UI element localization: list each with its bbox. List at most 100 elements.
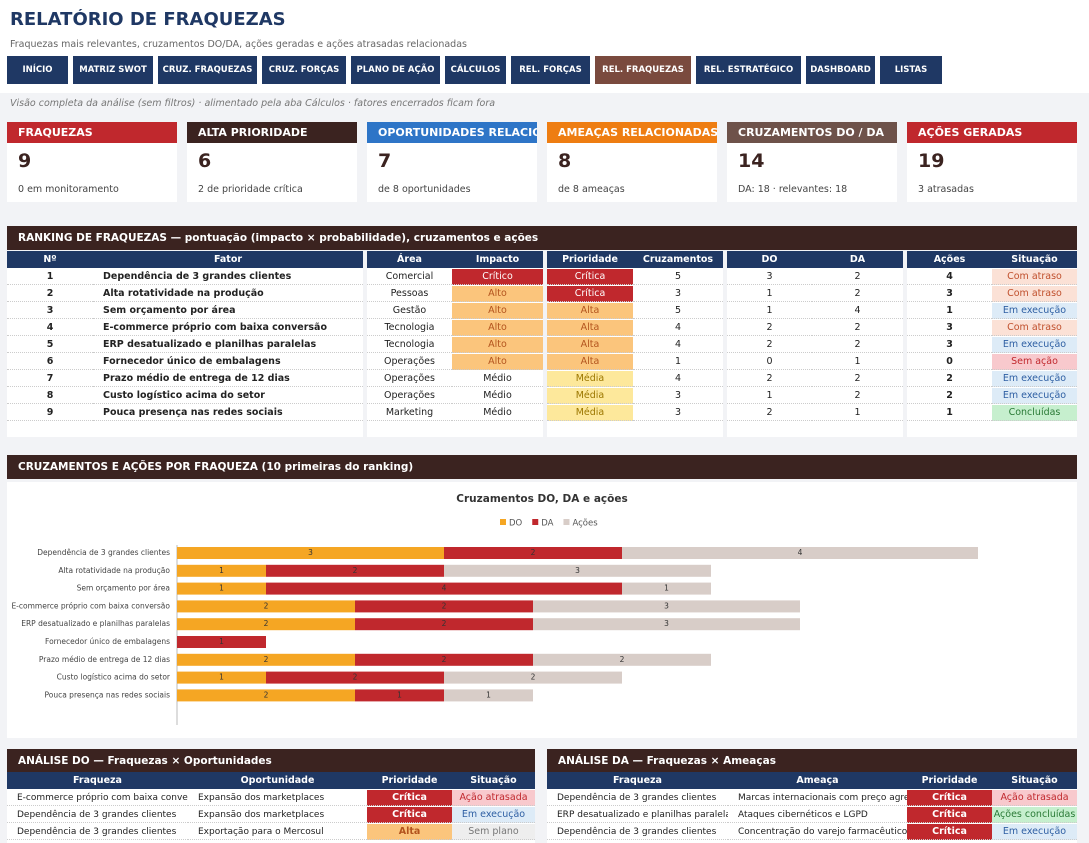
- table-cell: 5: [633, 303, 723, 319]
- bar-segment: [622, 547, 978, 559]
- column-header: Fraqueza: [547, 772, 728, 789]
- table-cell: 2: [812, 269, 903, 285]
- table-cell: 9: [7, 405, 93, 421]
- table-cell: 5: [7, 337, 93, 353]
- table-cell: Média: [547, 371, 633, 387]
- table-cell: Pouca presença nas redes sociais: [93, 405, 363, 421]
- table-cell: 0: [907, 354, 992, 370]
- chart: Cruzamentos DO, DA e ações DO DA Ações Depen…: [7, 482, 1077, 738]
- table-cell: Concluídas: [992, 405, 1077, 421]
- table-cell: Dependência de 3 grandes clientes: [547, 824, 728, 840]
- legend-label: Ações: [572, 519, 598, 529]
- table-cell: Alta: [547, 354, 633, 370]
- table-cell: 1: [907, 405, 992, 421]
- bar-segment: [177, 636, 266, 648]
- table-cell: Crítica: [907, 790, 992, 806]
- table-cell: E-commerce próprio com baixa conversão: [93, 320, 363, 336]
- column-header: Área: [367, 251, 452, 268]
- nav-button[interactable]: REL. FORÇAS: [511, 56, 590, 84]
- table-cell: Em execução: [992, 371, 1077, 387]
- value-label: 1: [219, 566, 224, 575]
- bar-segment: [177, 600, 355, 613]
- nav-button[interactable]: LISTAS: [880, 56, 942, 84]
- table-cell: Pessoas: [367, 286, 452, 302]
- nav-button[interactable]: REL. FRAQUEZAS: [595, 56, 691, 84]
- table-cell: 1: [812, 354, 903, 370]
- bar-segment: [177, 582, 266, 595]
- table-cell: 2: [907, 371, 992, 387]
- bar-segment: [177, 689, 355, 702]
- column-header: Oportunidade: [188, 772, 367, 789]
- table-cell: Alta rotatividade na produção: [93, 286, 363, 302]
- table-cell: Fornecedor único de embalagens: [93, 354, 363, 370]
- table-cell: Ação atrasada: [992, 790, 1077, 806]
- value-label: 1: [219, 584, 224, 593]
- bar-segment: [266, 671, 444, 684]
- table-cell: 0: [727, 354, 812, 370]
- nav-button[interactable]: CÁLCULOS: [445, 56, 506, 84]
- nav-button[interactable]: DASHBOARD: [806, 56, 875, 84]
- table-cell: 2: [812, 371, 903, 387]
- column-header: Prioridade: [367, 772, 452, 789]
- table-cell: ERP desatualizado e planilhas paralelas: [547, 807, 728, 823]
- kpi-detail: 2 de prioridade crítica: [198, 184, 303, 195]
- table-cell: 8: [7, 388, 93, 404]
- bar-segment: [355, 653, 533, 666]
- nav-button[interactable]: CRUZ. FRAQUEZAS: [158, 56, 257, 84]
- table-cell: Alto: [452, 303, 543, 319]
- table-cell: Tecnologia: [367, 320, 452, 336]
- table-cell: Crítica: [547, 269, 633, 285]
- table-cell: Tecnologia: [367, 337, 452, 353]
- table-bg: [727, 251, 903, 437]
- table-cell: Dependência de 3 grandes clientes: [93, 269, 363, 285]
- legend-swatch: [532, 519, 539, 525]
- section-header: CRUZAMENTOS E AÇÕES POR FRAQUEZA (10 pri…: [7, 455, 1077, 479]
- table-cell: 7: [7, 371, 93, 387]
- note: Visão completa da análise (sem filtros) …: [10, 98, 496, 109]
- table-cell: Marcas internacionais com preço agressiv…: [728, 790, 907, 806]
- table-cell: Médio: [452, 371, 543, 387]
- table-cell: 1: [727, 388, 812, 404]
- bar-segment: [177, 653, 355, 666]
- value-label: 4: [442, 584, 447, 593]
- kpi-value: 8: [558, 150, 572, 172]
- column-header: DO: [727, 251, 812, 268]
- table-cell: Sem ação: [992, 354, 1077, 370]
- table-cell: 1: [727, 303, 812, 319]
- kpi-detail: 0 em monitoramento: [18, 184, 119, 195]
- category-label: Sem orçamento por área: [77, 584, 170, 593]
- bar-segment: [266, 582, 622, 595]
- table-cell: 2: [727, 371, 812, 387]
- nav-button[interactable]: REL. ESTRATÉGICO: [696, 56, 801, 84]
- table-cell: 3: [727, 269, 812, 285]
- table-cell: Expansão dos marketplaces: [188, 790, 367, 806]
- bar-segment: [533, 600, 800, 613]
- table-cell: 6: [7, 354, 93, 370]
- kpi-value: 6: [198, 150, 212, 172]
- table-cell: Custo logístico acima do setor: [93, 388, 363, 404]
- value-label: 1: [397, 690, 402, 699]
- table-cell: 2: [812, 320, 903, 336]
- page-title: RELATÓRIO DE FRAQUEZAS: [10, 9, 286, 30]
- nav-button[interactable]: CRUZ. FORÇAS: [262, 56, 346, 84]
- table-cell: Crítica: [367, 790, 452, 806]
- table-cell: Médio: [452, 405, 543, 421]
- column-header: Prioridade: [547, 251, 633, 268]
- category-label: Alta rotatividade na produção: [58, 566, 170, 575]
- nav-button[interactable]: PLANO DE AÇÃO: [351, 56, 440, 84]
- legend-label: DO: [509, 519, 523, 529]
- bar-segment: [444, 671, 622, 684]
- bar-segment: [177, 564, 266, 577]
- table-cell: 4: [633, 371, 723, 387]
- table-cell: Alto: [452, 286, 543, 302]
- table-cell: Dependência de 3 grandes clientes: [7, 824, 188, 840]
- table-cell: Ação atrasada: [452, 790, 535, 806]
- column-header: Fraqueza: [7, 772, 188, 789]
- value-label: 3: [575, 566, 580, 575]
- table-cell: Crítica: [907, 807, 992, 823]
- table-cell: Em execução: [992, 303, 1077, 319]
- nav-button[interactable]: INÍCIO: [7, 56, 68, 84]
- table-cell: Média: [547, 405, 633, 421]
- nav-button[interactable]: MATRIZ SWOT: [73, 56, 153, 84]
- value-label: 2: [442, 619, 447, 628]
